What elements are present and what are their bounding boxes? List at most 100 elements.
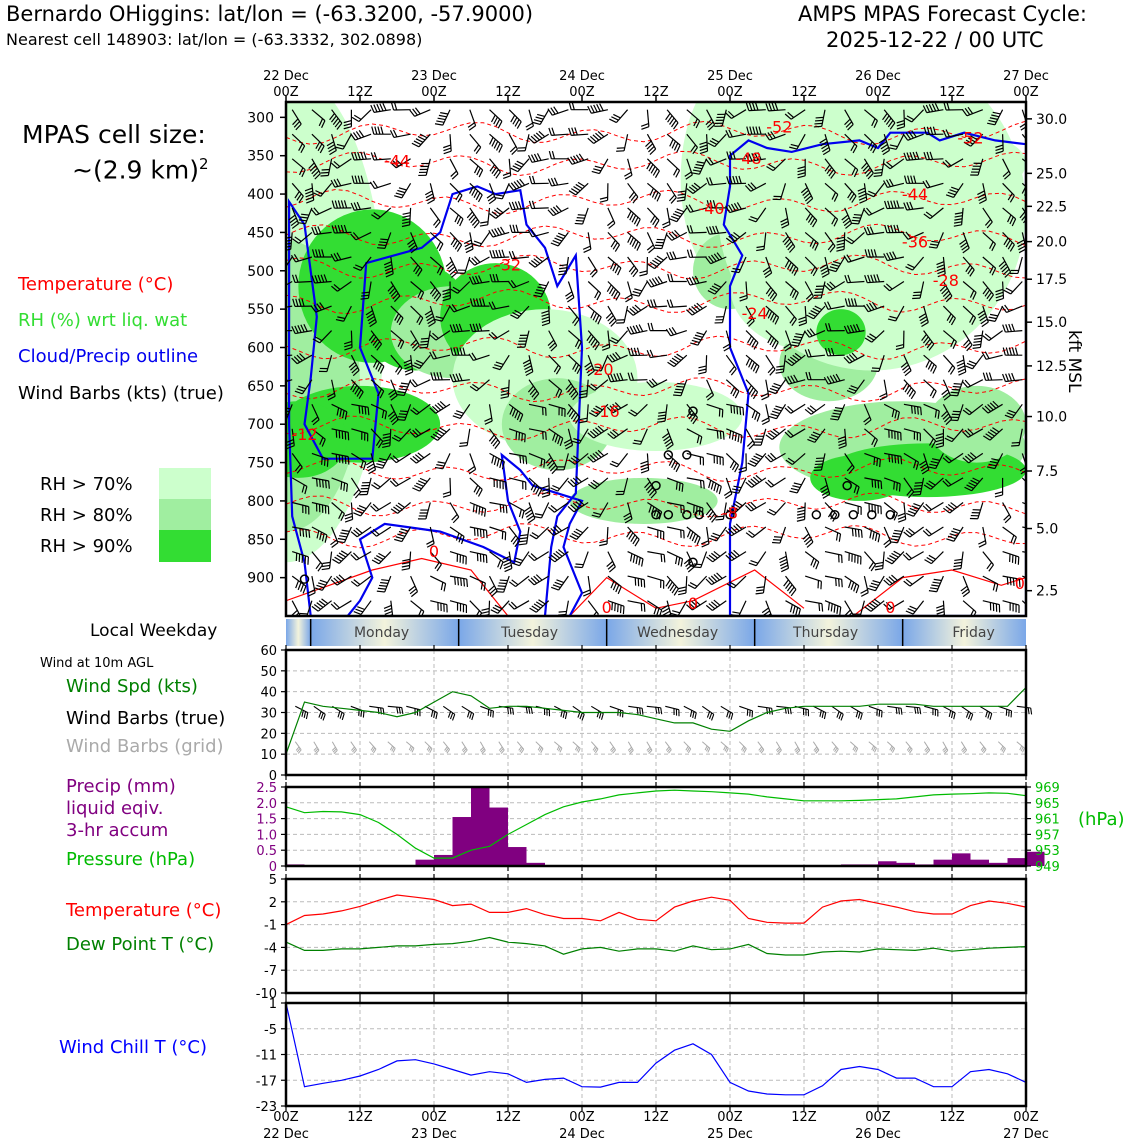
cross-section-barb-273-flag-0 bbox=[532, 121, 541, 126]
wind-barb-true-1095-flag-0 bbox=[970, 714, 974, 721]
cross-section-barb-2-flag-0 bbox=[301, 169, 306, 178]
cross-section-barb-340-flag-0 bbox=[608, 222, 616, 229]
cross-section-barb-95-flag-0 bbox=[379, 390, 385, 399]
cross-section-barb-157 bbox=[412, 354, 431, 369]
cross-section-barb-792-staff bbox=[1021, 477, 1026, 491]
cross-section-barb-610-flag-0 bbox=[872, 145, 878, 154]
cross-section-barb-574-flag-2 bbox=[814, 291, 823, 293]
cross-section-barb-667 bbox=[897, 502, 907, 523]
cross-section-barb-612-flag-1 bbox=[858, 196, 867, 201]
wind-barb-grid-735 bbox=[738, 741, 747, 754]
cross-section-barb-175-flag-1 bbox=[442, 294, 451, 299]
cross-section-barb-430-flag-3 bbox=[674, 355, 682, 361]
cross-section-barb-225-flag-4 bbox=[493, 479, 495, 487]
cross-section-barb-621-flag-1 bbox=[863, 416, 871, 423]
cross-section-barb-120-flag-1 bbox=[373, 482, 381, 488]
precip-bar-40 bbox=[1026, 851, 1045, 866]
cross-section-barb-299-flag-1 bbox=[552, 240, 561, 245]
cross-section-barb-225-flag-0 bbox=[505, 482, 507, 490]
cross-section-barb-163 bbox=[417, 502, 431, 520]
cross-section-barb-326 bbox=[578, 379, 589, 399]
cross-section-barb-470-flag-1 bbox=[715, 319, 724, 321]
cross-section-barb-349-flag-1 bbox=[589, 430, 597, 437]
cross-section-barb-662-flag-1 bbox=[908, 389, 914, 397]
cross-section-barb-467-flag-0 bbox=[706, 226, 710, 235]
cross-section-barb-150-flag-0 bbox=[427, 199, 435, 205]
pressure-y-label-3: 957 bbox=[1035, 828, 1060, 843]
wind-barb-true-1095-flag-2 bbox=[965, 711, 970, 718]
cross-section-barb-354-flag-1 bbox=[607, 563, 615, 570]
cross-section-barb-786 bbox=[1002, 323, 1023, 333]
cross-section-barb-400 bbox=[666, 133, 681, 153]
cross-section-barb-540-flag-1 bbox=[767, 479, 775, 486]
precip-marker-9 bbox=[688, 557, 698, 568]
cross-section-barb-550-flag-2 bbox=[807, 215, 814, 223]
cross-section-barb-241-flag-1 bbox=[494, 364, 502, 368]
cross-section-barb-353 bbox=[599, 526, 609, 547]
cross-section-barb-307-flag-2 bbox=[563, 438, 572, 444]
cross-section-barb-372 bbox=[615, 477, 629, 496]
cross-section-barb-607-flag-3 bbox=[848, 580, 852, 589]
cross-section-barb-106-flag-0 bbox=[371, 126, 375, 135]
cross-section-barb-456-flag-1 bbox=[716, 484, 720, 493]
cross-section-barb-476-flag-0 bbox=[734, 464, 740, 473]
cross-section-barb-286-flag-2 bbox=[554, 434, 559, 443]
wind-barb-true-885-flag-0 bbox=[840, 714, 844, 721]
cross-section-barb-256-flag-3 bbox=[517, 201, 522, 209]
cross-section-barb-176-flag-0 bbox=[434, 318, 443, 322]
cross-section-barb-218 bbox=[469, 298, 490, 307]
cross-section-barb-283-flag-1 bbox=[553, 364, 559, 373]
cross-section-barb-52 bbox=[318, 355, 333, 373]
cross-section-barb-173-flag-3 bbox=[450, 237, 456, 246]
cross-section-barb-514 bbox=[765, 354, 776, 376]
cross-section-barb-13-flag-1 bbox=[286, 442, 295, 447]
cross-section-barb-269-flag-1 bbox=[519, 540, 528, 543]
cross-section-barb-560 bbox=[785, 452, 806, 466]
cross-section-barb-599-flag-0 bbox=[823, 376, 829, 385]
cross-section-barb-644-flag-3 bbox=[891, 454, 894, 463]
cross-section-barb-458 bbox=[701, 526, 710, 548]
cross-section-barb-761-flag-3 bbox=[1003, 237, 1009, 246]
cross-section-barb-435-flag-1 bbox=[699, 480, 702, 489]
cross-section-barb-41 bbox=[298, 600, 313, 616]
cross-section-barb-62-flag-2 bbox=[316, 602, 324, 608]
cross-section-barb-243 bbox=[508, 403, 524, 423]
cross-section-barb-209-flag-1 bbox=[474, 610, 480, 616]
cross-section-barb-256-flag-1 bbox=[511, 201, 516, 210]
cross-section-barb-763-flag-0 bbox=[995, 297, 1004, 302]
cross-section-barb-750-flag-3 bbox=[970, 479, 978, 485]
cross-section-barb-663 bbox=[903, 403, 922, 416]
cross-section-barb-197-flag-0 bbox=[448, 305, 455, 313]
cross-section-barb-76-flag-0 bbox=[366, 433, 369, 442]
cross-section-barb-82-flag-1 bbox=[333, 577, 340, 584]
cross-section-barb-224-flag-0 bbox=[501, 461, 505, 470]
precip-marker-0 bbox=[688, 406, 698, 416]
wind-barb-true-885-flag-2 bbox=[836, 711, 840, 718]
cross-section-barb-675-flag-3 bbox=[913, 175, 917, 184]
cross-section-barb-31-flag-1 bbox=[293, 356, 301, 363]
cross-section-barb-530-flag-0 bbox=[789, 246, 796, 253]
cross-section-barb-82-flag-3 bbox=[338, 574, 346, 581]
cross-section-barb-258 bbox=[508, 250, 530, 260]
cross-section-barb-112 bbox=[387, 281, 401, 303]
cross-section-barb-626-flag-0 bbox=[877, 534, 881, 543]
cross-section-barb-634 bbox=[863, 207, 885, 216]
cross-section-barb-600-flag-1 bbox=[831, 415, 840, 418]
cross-section-barb-663-flag-1 bbox=[917, 406, 919, 415]
cross-section-barb-465-flag-0 bbox=[706, 177, 710, 186]
cross-section-barb-152-flag-1 bbox=[436, 241, 442, 250]
cross-section-barb-162-flag-3 bbox=[417, 480, 426, 485]
cross-section-barb-272-flag-0 bbox=[508, 603, 515, 610]
cross-section-barb-309-flag-1 bbox=[552, 484, 560, 490]
cross-section-barb-261-flag-3 bbox=[519, 337, 528, 339]
cross-section-barb-85-flag-1 bbox=[352, 132, 359, 140]
cross-section-barb-630-flag-3 bbox=[883, 115, 890, 123]
wind-barb-grid-435-flag-0 bbox=[559, 747, 563, 753]
cross-section-barb-336-flag-0 bbox=[587, 105, 592, 114]
cross-section-barb-93-flag-4 bbox=[368, 333, 375, 342]
cross-section-barb-515-flag-0 bbox=[761, 395, 770, 401]
cross-section-barb-500-flag-3 bbox=[733, 525, 740, 532]
cross-section-barb-482-flag-2 bbox=[710, 601, 718, 608]
cross-section-barb-778-staff bbox=[1021, 133, 1026, 148]
cross-section-barb-123-flag-3 bbox=[378, 552, 386, 558]
